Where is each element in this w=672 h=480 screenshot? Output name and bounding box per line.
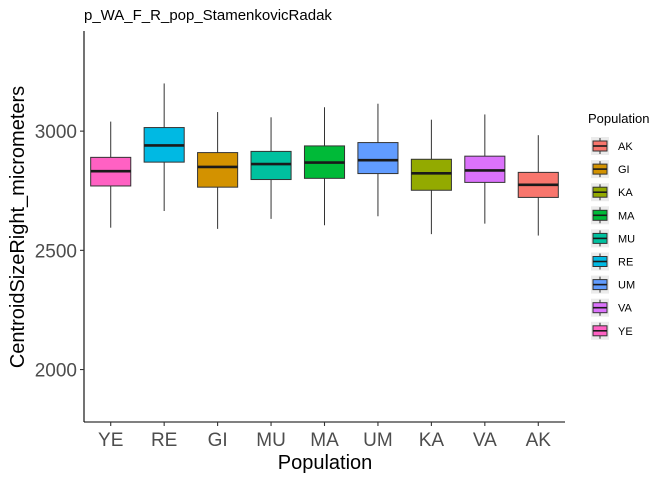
x-tick-label: VA — [473, 430, 497, 451]
x-tick-label: YE — [98, 430, 123, 451]
legend-title: Population — [588, 111, 649, 126]
x-axis-title: Population — [278, 452, 373, 474]
y-tick-label: 2000 — [35, 361, 77, 382]
x-tick-label: UM — [363, 430, 393, 451]
x-tick-label: GI — [208, 430, 228, 451]
legend-label-VA: VA — [618, 303, 633, 315]
legend-label-KA: KA — [618, 187, 633, 199]
x-tick-label: AK — [526, 430, 552, 451]
x-tick-label: MA — [310, 430, 339, 451]
legend-label-GI: GI — [618, 164, 630, 176]
plot-area: 2000 2500 3000 YE RE GI MU MA UM KA VA AK — [35, 31, 565, 451]
legend-label-MU: MU — [618, 233, 635, 245]
box-KA — [410, 158, 452, 191]
x-tick-label: KA — [419, 430, 445, 451]
box-MU — [250, 150, 292, 181]
box-UM — [357, 142, 399, 175]
y-axis-title: CentroidSizeRight_micrometers — [7, 86, 29, 368]
legend-label-MA: MA — [618, 210, 635, 222]
y-tick-label: 2500 — [35, 241, 77, 262]
box-GI — [197, 152, 239, 188]
y-tick-label: 3000 — [35, 122, 77, 143]
legend-label-YE: YE — [618, 326, 633, 338]
chart-title: p_WA_F_R_pop_StamenkovicRadak — [84, 7, 332, 24]
legend-label-UM: UM — [618, 280, 635, 292]
x-tick-label: RE — [151, 430, 177, 451]
legend-label-AK: AK — [618, 141, 633, 153]
legend-label-RE: RE — [618, 257, 633, 269]
x-tick-label: MU — [256, 430, 286, 451]
legend: Population AK GI KA MA MU RE UM VA YE — [588, 111, 649, 340]
